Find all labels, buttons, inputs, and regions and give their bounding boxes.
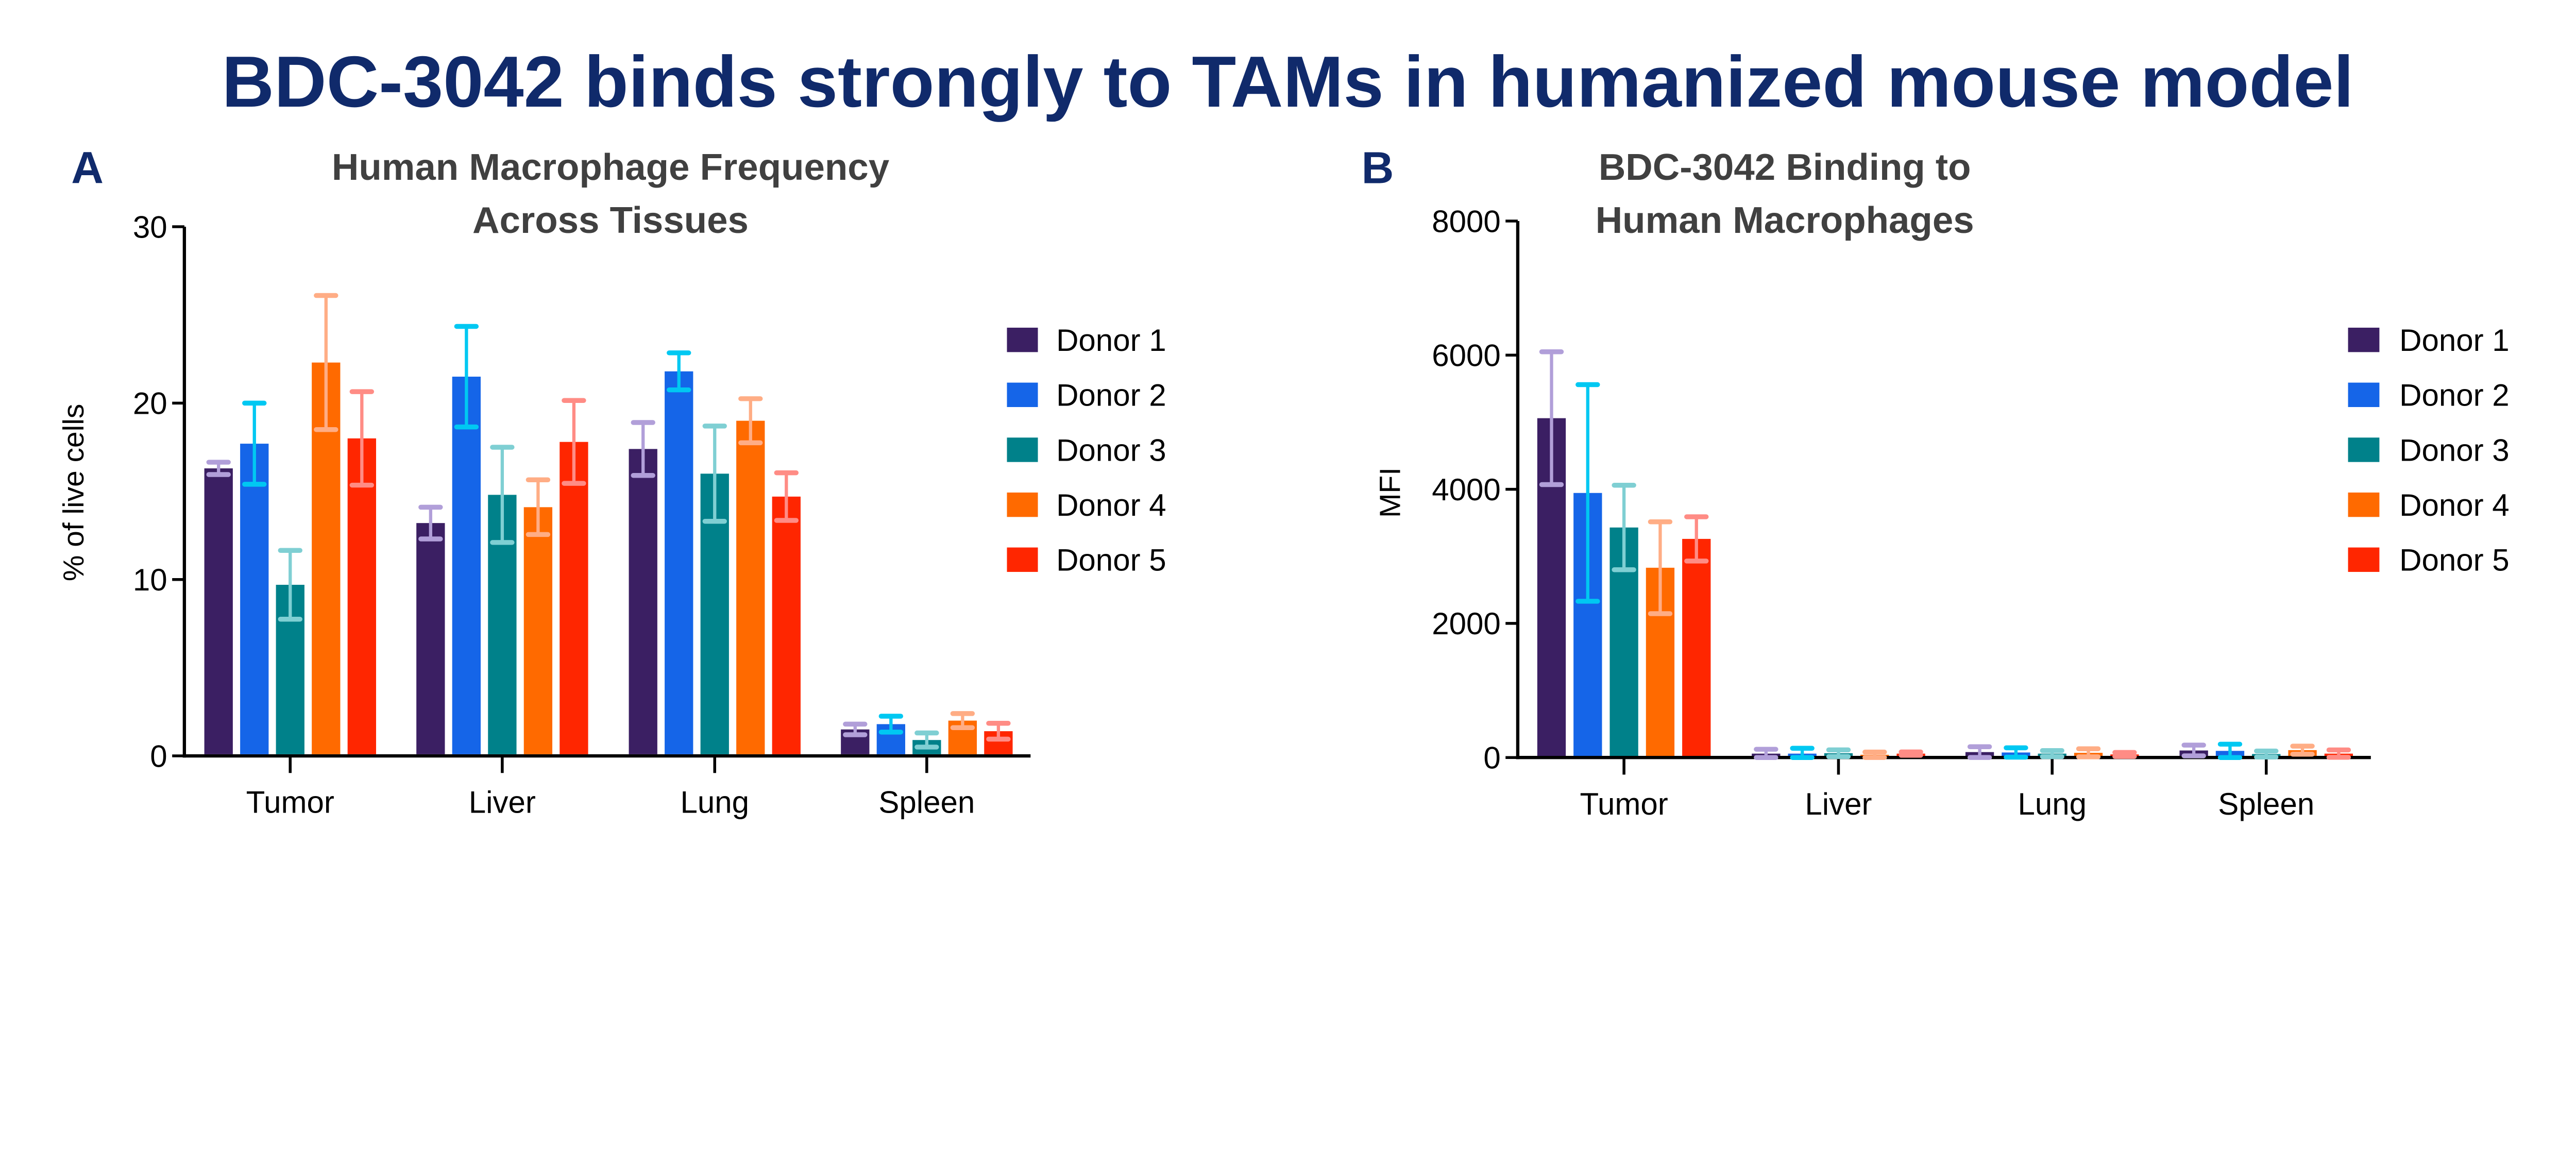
y-tick-label: 30 [133, 210, 167, 244]
legend-swatch [2348, 547, 2380, 572]
legend-label: Donor 5 [2399, 543, 2510, 578]
y-tick-label: 10 [133, 563, 167, 597]
y-axis-label: % of live cells [58, 404, 90, 582]
legend-label: Donor 3 [1056, 433, 1166, 467]
y-tick-label: 2000 [1432, 606, 1501, 641]
figure: BDC-3042 binds strongly to TAMs in human… [58, 41, 2510, 821]
x-tick-label: Spleen [2218, 787, 2314, 821]
y-axis-label: MFI [1375, 467, 1407, 518]
panel-label-a: A [71, 143, 104, 193]
bar-donor-5 [1682, 538, 1711, 756]
y-tick-label: 6000 [1432, 339, 1501, 373]
figure-title: BDC-3042 binds strongly to TAMs in human… [222, 41, 2354, 122]
legend-swatch [2348, 382, 2380, 408]
bar-donor-5 [347, 438, 376, 754]
legend-label: Donor 1 [1056, 323, 1166, 358]
legend-label: Donor 2 [1056, 378, 1166, 413]
chart-b: BDC-3042 Binding to Human Macrophages MFI 0… [1375, 146, 2510, 821]
y-tick-label: 8000 [1432, 204, 1501, 239]
bar-donor-4 [736, 420, 765, 754]
bar-donor-2 [240, 444, 269, 754]
bar-donor-2 [452, 377, 481, 754]
chart-title-line: Across Tissues [472, 199, 749, 241]
legend-label: Donor 2 [2399, 378, 2510, 413]
x-tick-label: Lung [680, 785, 749, 820]
x-tick-label: Lung [2018, 787, 2087, 821]
x-tick-label: Tumor [1580, 787, 1668, 821]
legend-label: Donor 3 [2399, 433, 2510, 467]
legend-swatch [2348, 492, 2380, 517]
legend-label: Donor 5 [1056, 543, 1166, 578]
bar-donor-4 [523, 507, 553, 754]
x-tick-label: Liver [469, 785, 536, 820]
x-tick-label: Liver [1805, 787, 1872, 821]
legend-swatch [2348, 327, 2380, 352]
bar-donor-1 [416, 523, 445, 754]
y-tick-label: 4000 [1432, 472, 1501, 507]
bar-donor-2 [665, 371, 693, 754]
x-tick-label: Tumor [246, 785, 334, 820]
chart-a: Human Macrophage Frequency Across Tissues… [58, 146, 1166, 819]
legend-label: Donor 4 [1056, 488, 1166, 522]
y-tick-label: 20 [133, 386, 167, 421]
legend-swatch [1007, 437, 1038, 462]
y-tick-label: 0 [1483, 741, 1500, 775]
y-tick-label: 0 [150, 739, 167, 773]
x-tick-label: Spleen [878, 785, 975, 820]
panel-label-b: B [1362, 143, 1394, 193]
legend-swatch [1007, 382, 1038, 408]
legend-label: Donor 4 [2399, 488, 2510, 522]
chart-title-line: Human Macrophages [1596, 199, 1974, 241]
legend-swatch [1007, 327, 1038, 352]
bar-donor-5 [772, 496, 801, 754]
bar-donor-5 [560, 442, 588, 754]
legend-swatch [2348, 437, 2380, 462]
bar-donor-1 [204, 468, 233, 754]
legend-swatch [1007, 492, 1038, 517]
chart-title-line: BDC-3042 Binding to [1599, 146, 1971, 188]
bar-donor-1 [629, 449, 657, 754]
chart-title-line: Human Macrophage Frequency [332, 146, 890, 188]
legend-swatch [1007, 547, 1038, 572]
legend-label: Donor 1 [2399, 323, 2510, 358]
